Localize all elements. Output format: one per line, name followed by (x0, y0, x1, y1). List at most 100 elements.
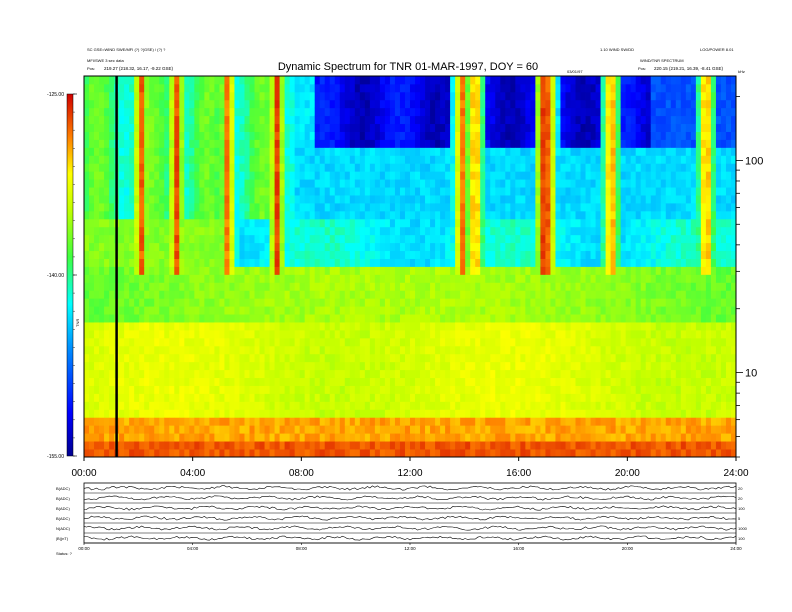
spectrogram-cell (399, 115, 406, 125)
spectrogram-cell (254, 250, 260, 259)
spectrogram-cell (455, 345, 461, 355)
spectrogram-cell (465, 218, 471, 228)
spectrogram-cell (570, 353, 576, 363)
spectrogram-cell (470, 76, 476, 85)
spectrogram-cell (109, 203, 115, 212)
spectrogram-cell (545, 226, 551, 236)
spectrogram-cell (545, 409, 551, 418)
spectrogram-cell (304, 377, 311, 386)
spectrogram-cell (565, 449, 571, 458)
spectrogram-cell (369, 409, 376, 418)
spectrogram-cell (164, 250, 170, 259)
spectrogram-cell (244, 314, 250, 323)
spectrogram-cell (565, 107, 571, 117)
spectrogram-cell (535, 115, 541, 125)
spectrogram-cell (339, 250, 346, 259)
spectrogram-cell (204, 107, 210, 117)
spectrogram-cell (600, 187, 606, 196)
spectrogram-cell (555, 83, 561, 93)
spectrogram-cell (214, 250, 220, 259)
spectrogram-cell (530, 163, 536, 172)
spectrogram-cell (379, 203, 386, 212)
spectrogram-cell (169, 155, 175, 164)
spectrogram-cell (369, 155, 376, 164)
spectrogram-cell (89, 337, 95, 347)
spectrogram-cell (219, 417, 225, 426)
spectrogram-cell (399, 131, 406, 140)
spectrogram-cell (254, 139, 260, 148)
spectrogram-cell (465, 306, 471, 315)
spectrogram-cell (600, 322, 606, 331)
spectrogram-cell (134, 218, 140, 228)
spectrogram-cell (420, 242, 426, 252)
spectrogram-cell (535, 322, 541, 331)
spectrogram-cell (379, 250, 386, 259)
spectrogram-cell (600, 345, 606, 355)
spectrogram-cell (415, 290, 421, 299)
spectrogram-cell (415, 298, 421, 307)
spectrogram-cell (184, 337, 190, 347)
spectrogram-cell (374, 179, 381, 188)
spectrogram-cell (415, 417, 421, 426)
spectrogram-cell (159, 345, 165, 355)
spectrogram-cell (179, 179, 185, 188)
spectrogram-cell (354, 441, 361, 450)
spectrogram-cell (234, 274, 240, 283)
spectrogram-cell (329, 203, 336, 212)
spectrogram-cell (399, 298, 406, 307)
spectrogram-cell (324, 345, 331, 355)
spectrogram-cell (184, 369, 190, 379)
spectrogram-cell (184, 449, 190, 458)
spectrogram-cell (505, 425, 511, 434)
spectrogram-cell (404, 337, 411, 347)
spectrogram-cell (480, 258, 486, 267)
spectrogram-cell (229, 234, 235, 244)
spectrogram-cell (229, 218, 235, 228)
spectrogram-cell (139, 266, 145, 275)
spectrogram-cell (595, 266, 601, 275)
spectrogram-cell (174, 345, 180, 355)
spectrogram-cell (104, 385, 110, 394)
spectrogram-cell (450, 337, 456, 347)
spectrogram-cell (209, 345, 215, 355)
spectrogram-cell (515, 147, 521, 156)
spectrogram-cell (420, 147, 426, 156)
spectrogram-cell (535, 226, 541, 236)
spectrogram-cell (460, 195, 466, 204)
spectrogram-cell (214, 203, 220, 212)
spectrogram-cell (234, 99, 240, 109)
spectrogram-cell (500, 322, 506, 331)
spectrogram-cell (164, 393, 170, 402)
spectrogram-cell (364, 163, 371, 172)
spectrogram-cell (344, 155, 351, 164)
spectrogram-cell (309, 337, 316, 347)
spectrogram-cell (84, 107, 90, 117)
spectrogram-cell (129, 99, 135, 109)
spectrogram-cell (174, 393, 180, 402)
spectrogram-cell (239, 298, 245, 307)
spectrogram-cell (224, 187, 230, 196)
spectrogram-cell (555, 91, 561, 101)
spectrogram-cell (369, 345, 376, 355)
spectrogram-cell (194, 163, 200, 172)
spectrogram-cell (595, 99, 601, 109)
spectrogram-cell (154, 91, 160, 101)
spectrogram-cell (104, 226, 110, 236)
spectrogram-cell (334, 449, 341, 458)
spectrogram-cell (399, 290, 406, 299)
spectrogram-cell (299, 377, 306, 386)
spectrogram-cell (369, 282, 376, 291)
spectrogram-cell (169, 203, 175, 212)
spectrogram-cell (580, 314, 586, 323)
spectrogram-cell (269, 345, 275, 355)
spectrogram-cell (430, 417, 436, 426)
spectrogram-cell (515, 91, 521, 101)
spectrogram-cell (480, 147, 486, 156)
spectrogram-cell (575, 242, 581, 252)
spectrogram-cell (294, 83, 301, 93)
spectrogram-cell (214, 314, 220, 323)
spectrogram-cell (575, 298, 581, 307)
spectrogram-cell (219, 385, 225, 394)
spectrogram-cell (540, 139, 546, 148)
spectrogram-cell (104, 441, 110, 450)
